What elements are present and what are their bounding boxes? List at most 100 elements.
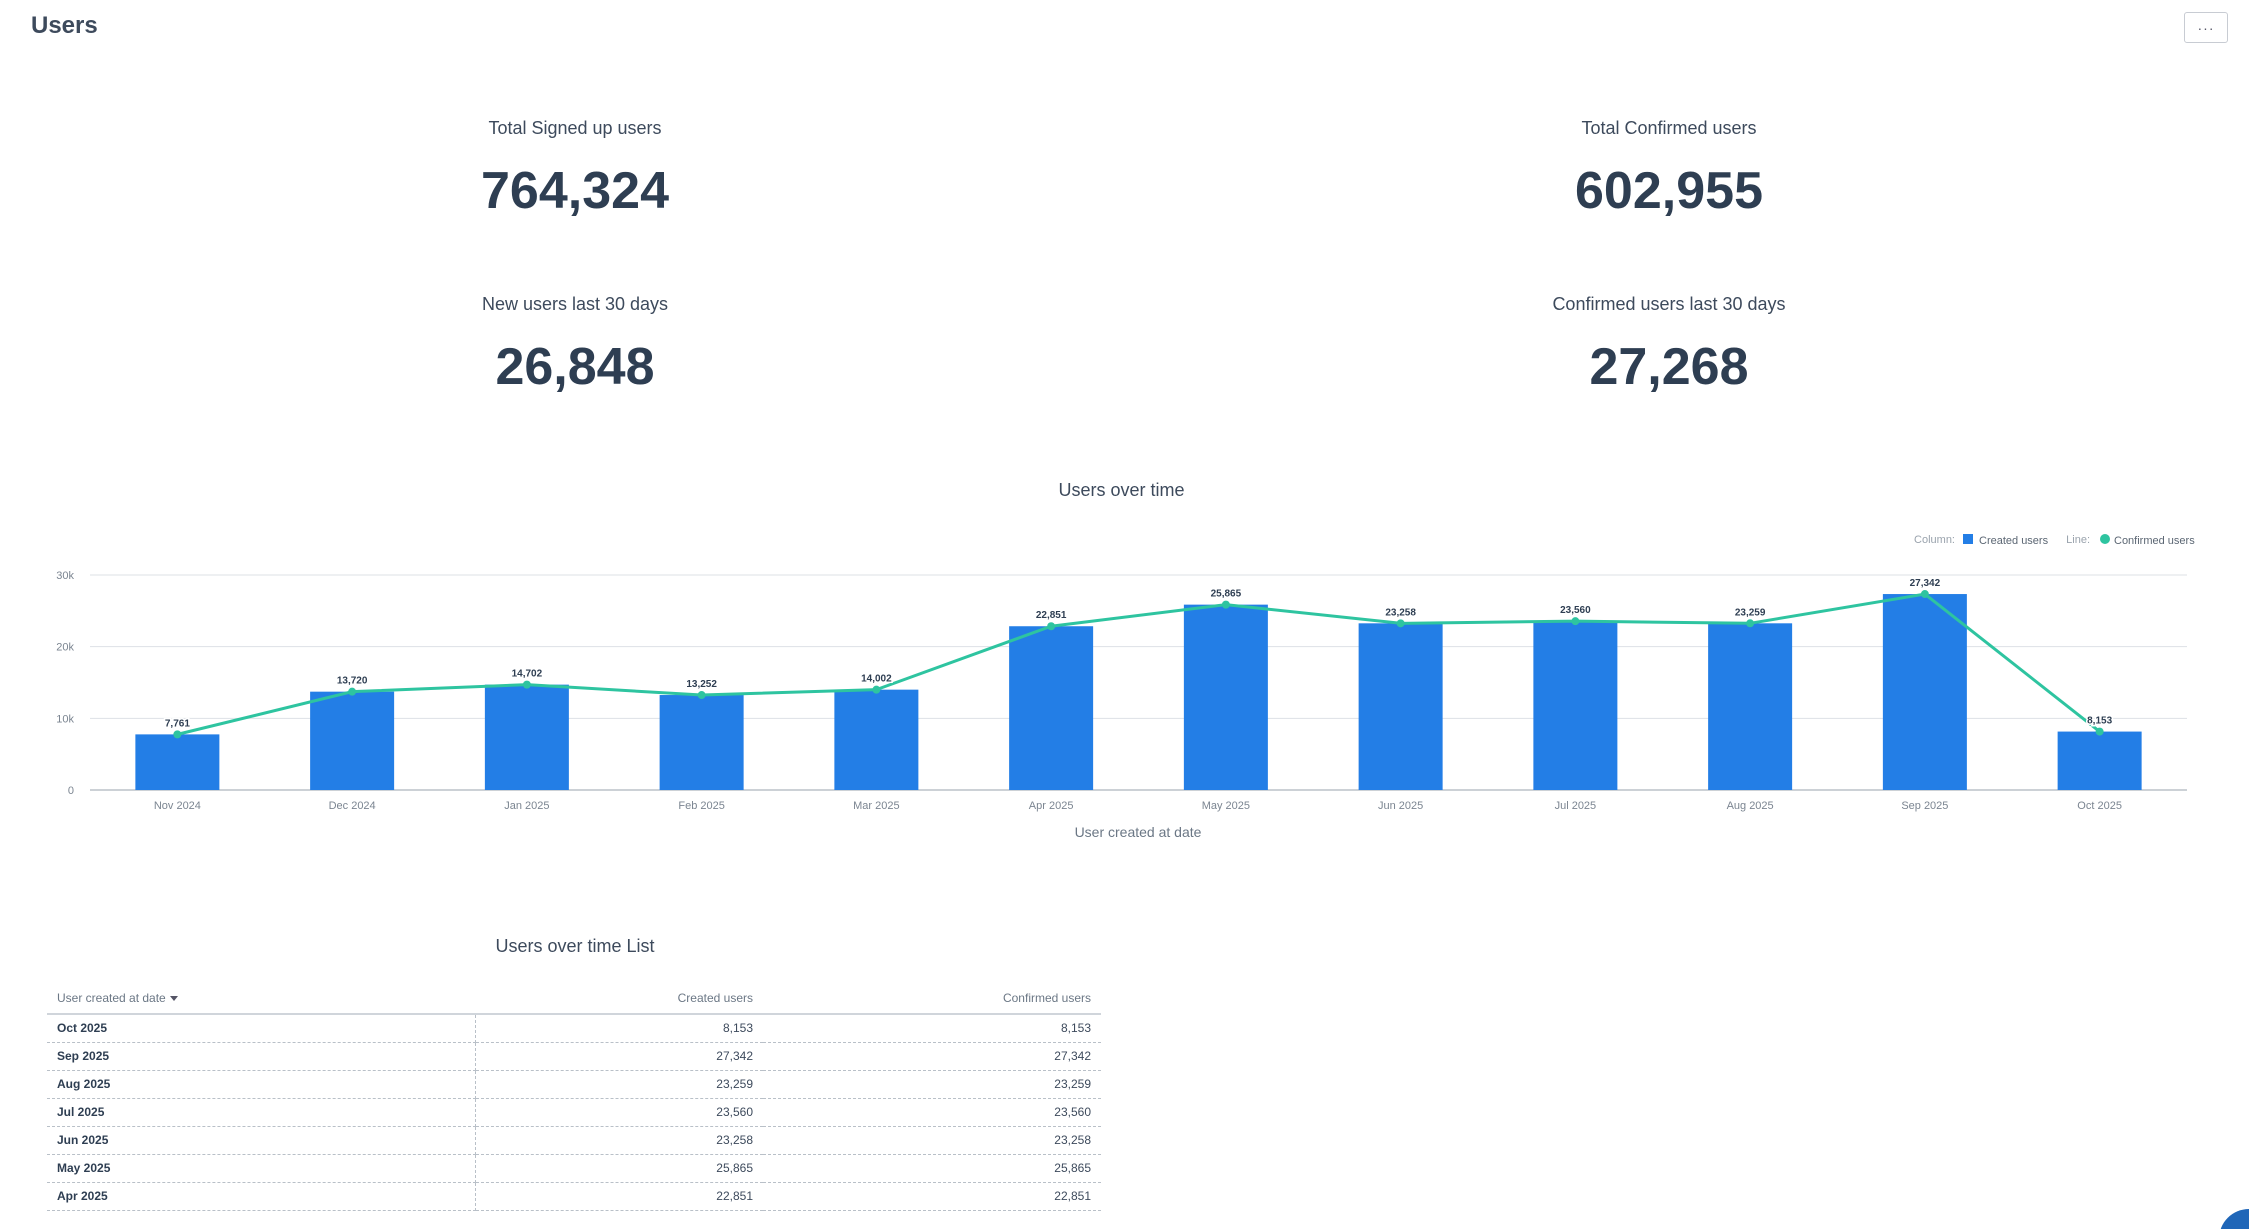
confirmed-users-cell: 8,153: [763, 1014, 1101, 1043]
data-label: 7,761: [165, 718, 190, 729]
confirmed-users-line: [177, 592, 2101, 736]
x-tick-label: Aug 2025: [1727, 800, 1774, 812]
created-users-cell: 23,258: [475, 1126, 763, 1155]
page-title: Users: [31, 12, 98, 39]
kpi-new-last-30-days: New users last 30 days 26,848: [325, 294, 825, 397]
column-header-created[interactable]: Created users: [475, 982, 763, 1015]
bar-oct-2025: [2057, 731, 2142, 790]
x-tick-label: Jun 2025: [1378, 800, 1423, 812]
table-row[interactable]: Oct 2025 8,153 8,153: [47, 1014, 1101, 1043]
bar-mar-2025: [834, 689, 919, 790]
table-row[interactable]: Jul 2025 23,560 23,560: [47, 1098, 1101, 1127]
date-cell: Sep 2025: [47, 1042, 476, 1071]
table-row[interactable]: Sep 2025 27,342 27,342: [47, 1042, 1101, 1071]
table-title: Users over time List: [495, 936, 655, 956]
bar-jun-2025: [1358, 623, 1443, 790]
chart-title: Users over time: [1058, 480, 1185, 500]
table-body: Oct 2025 8,153 8,153 Sep 2025 27,342 27,342 Au…: [47, 1014, 1101, 1211]
data-label: 22,851: [1036, 610, 1067, 621]
table-row[interactable]: Aug 2025 23,259 23,259: [47, 1070, 1101, 1099]
data-label: 14,702: [512, 669, 543, 680]
date-cell: Jul 2025: [47, 1098, 476, 1127]
created-users-cell: 27,342: [475, 1042, 763, 1071]
legend-created-users: Created users: [1979, 535, 2049, 547]
table-header-row: User created at date Created users Confi…: [47, 982, 1101, 1015]
x-tick-label: Nov 2024: [154, 800, 201, 812]
kpi-total-confirmed: Total Confirmed users 602,955: [1419, 118, 1919, 221]
date-cell: Oct 2025: [47, 1014, 476, 1043]
kpi-total-signed-up: Total Signed up users 764,324: [325, 118, 825, 221]
y-tick-label: 10k: [56, 713, 74, 725]
kpi-value: 27,268: [1589, 338, 1749, 396]
bar-apr-2025: [1009, 626, 1094, 790]
created-users-cell: 23,560: [475, 1098, 763, 1127]
line-point: [697, 691, 706, 700]
x-axis-title: User created at date: [1075, 824, 1202, 840]
kpi-value: 602,955: [1575, 162, 1763, 220]
bar-feb-2025: [659, 695, 744, 790]
confirmed-users-cell: 23,259: [763, 1070, 1101, 1099]
table-row[interactable]: Jun 2025 23,258 23,258: [47, 1126, 1101, 1155]
help-button[interactable]: [2219, 1209, 2249, 1229]
kpi-confirmed-last-30-days: Confirmed users last 30 days 27,268: [1419, 294, 1919, 397]
column-header-date[interactable]: User created at date: [47, 982, 475, 1015]
x-tick-label: Mar 2025: [853, 800, 899, 812]
line-point: [522, 680, 531, 689]
x-tick-label: Feb 2025: [678, 800, 724, 812]
data-label: 13,252: [686, 679, 717, 690]
kpi-label: Total Signed up users: [488, 118, 662, 138]
data-label: 23,259: [1735, 607, 1766, 618]
legend-confirmed-users-swatch: [2100, 534, 2110, 544]
date-cell: May 2025: [47, 1154, 476, 1183]
bar-jul-2025: [1533, 621, 1618, 790]
data-label: 23,258: [1385, 607, 1416, 618]
users-over-time-chart: 0 10k 20k 30k Nov 2024 Dec 2024 Jan 2025 Feb 20…: [56, 534, 2195, 840]
line-point: [1221, 600, 1230, 609]
date-cell: Jun 2025: [47, 1126, 476, 1155]
bar-sep-2025: [1882, 594, 1967, 790]
data-label: 13,720: [337, 676, 368, 687]
line-point: [1746, 619, 1755, 628]
legend-confirmed-users: Confirmed users: [2114, 535, 2195, 547]
line-point: [1571, 617, 1580, 626]
created-users-cell: 22,851: [475, 1182, 763, 1211]
confirmed-users-cell: 23,560: [763, 1098, 1101, 1127]
bar-dec-2024: [310, 691, 395, 790]
kpi-label: New users last 30 days: [481, 294, 669, 314]
legend-created-users-swatch: [1963, 534, 1973, 544]
created-users-cell: 23,259: [475, 1070, 763, 1099]
y-tick-label: 30k: [56, 570, 74, 582]
line-point: [1920, 590, 1929, 599]
data-label: 25,865: [1211, 589, 1242, 600]
bar-may-2025: [1183, 604, 1268, 790]
more-options-button[interactable]: ···: [2184, 12, 2228, 43]
x-tick-label: Sep 2025: [1901, 800, 1948, 812]
confirmed-users-cell: 27,342: [763, 1042, 1101, 1071]
column-header-label: User created at date: [57, 990, 166, 1005]
line-point: [173, 730, 182, 739]
kpi-label: Total Confirmed users: [1581, 118, 1757, 138]
data-label: 27,342: [1910, 578, 1941, 589]
data-label: 8,153: [2087, 716, 2112, 727]
data-label: 23,560: [1560, 605, 1591, 616]
y-tick-label: 20k: [56, 642, 74, 654]
users-over-time-table: User created at date Created users Confi…: [47, 982, 1101, 1211]
line-point: [348, 687, 357, 696]
legend-column-prefix: Column:: [1914, 534, 1955, 546]
x-tick-label: Oct 2025: [2077, 800, 2122, 812]
bar-nov-2024: [135, 734, 220, 790]
confirmed-users-cell: 25,865: [763, 1154, 1101, 1183]
table-row[interactable]: May 2025 25,865 25,865: [47, 1154, 1101, 1183]
table-row[interactable]: Apr 2025 22,851 22,851: [47, 1182, 1101, 1211]
kpi-value: 764,324: [481, 162, 669, 220]
kpi-value: 26,848: [495, 338, 655, 396]
date-cell: Aug 2025: [47, 1070, 476, 1099]
x-tick-label: May 2025: [1202, 800, 1250, 812]
confirmed-users-cell: 23,258: [763, 1126, 1101, 1155]
created-users-cell: 8,153: [475, 1014, 763, 1043]
sort-desc-icon[interactable]: [169, 995, 178, 1001]
bar-aug-2025: [1708, 623, 1793, 790]
confirmed-users-cell: 22,851: [763, 1182, 1101, 1211]
column-header-confirmed[interactable]: Confirmed users: [763, 982, 1101, 1015]
